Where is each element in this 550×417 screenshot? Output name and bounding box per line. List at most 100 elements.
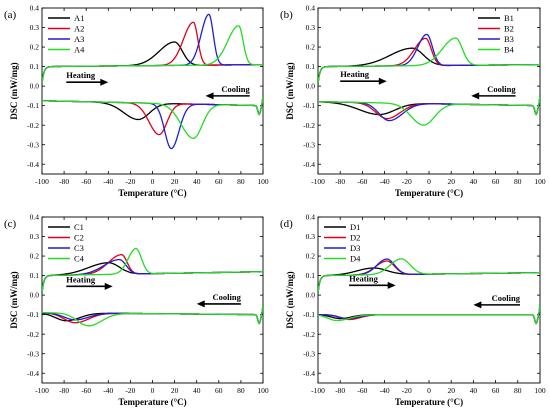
curves	[318, 33, 540, 126]
y-tick-label: 0.1	[30, 62, 40, 71]
y-tick-label: 0.2	[306, 252, 316, 261]
x-tick-label: -40	[103, 386, 113, 395]
y-axis-title: DSC (mW/mg)	[285, 62, 295, 119]
y-tick-label: 0.3	[30, 232, 40, 241]
x-tick-label: -60	[357, 177, 367, 186]
heating-arrow-head	[104, 282, 113, 290]
x-tick-label: 40	[193, 177, 201, 186]
x-tick-label: -80	[59, 177, 69, 186]
heating-arrow-head	[378, 77, 387, 85]
x-tick-label: 60	[215, 177, 223, 186]
x-tick-label: 0	[151, 177, 155, 186]
x-tick-label: 40	[193, 386, 201, 395]
y-tick-label: 0.4	[306, 4, 316, 13]
y-tick-label: -0.4	[27, 160, 39, 169]
heating-label: Heating	[66, 70, 96, 80]
x-tick-label: -40	[380, 386, 390, 395]
x-tick-label: -80	[335, 386, 345, 395]
heating-arrow-head	[387, 281, 396, 289]
x-tick-label: 80	[514, 386, 522, 395]
curves	[42, 13, 263, 150]
legend-label-c1: C1	[74, 222, 84, 232]
cooling-arrow-head	[205, 92, 214, 100]
x-tick-label: -80	[59, 386, 69, 395]
y-tick-label: -0.3	[303, 349, 315, 358]
x-tick-label: -60	[81, 177, 91, 186]
y-tick-label: -0.2	[303, 330, 315, 339]
x-tick-label: 100	[534, 177, 546, 186]
cooling-arrow-head	[196, 300, 205, 308]
legend-label-a2: A2	[74, 24, 84, 34]
x-tick-label: -40	[380, 177, 390, 186]
y-tick-label: 0.3	[306, 23, 316, 32]
y-axis-title: DSC (mW/mg)	[9, 271, 19, 328]
x-tick-label: -20	[125, 177, 135, 186]
series-d4-cooling-line	[318, 302, 540, 325]
x-tick-label: 0	[427, 386, 431, 395]
panel-label: (a)	[4, 9, 17, 21]
y-tick-label: 0.0	[30, 291, 40, 300]
panel-label: (b)	[280, 9, 293, 21]
cooling-label: Cooling	[487, 84, 516, 94]
x-tick-label: 60	[492, 386, 500, 395]
x-tick-label: -100	[35, 177, 49, 186]
x-tick-label: 40	[470, 386, 478, 395]
legend-label-b3: B3	[504, 34, 514, 44]
legend-label-d2: D2	[350, 233, 360, 243]
y-tick-label: -0.2	[27, 121, 39, 130]
y-axis-title: DSC (mW/mg)	[285, 271, 295, 328]
legend-label-d4: D4	[350, 254, 361, 264]
y-tick-label: 0.0	[306, 291, 316, 300]
legend-label-d3: D3	[350, 243, 360, 253]
y-tick-label: -0.2	[27, 330, 39, 339]
x-tick-label: -100	[311, 177, 325, 186]
panel-c: -100 -80 -60 -40 -20 0 20 40 60 80 100 0.4 0.3 0.2 0.1…	[4, 213, 269, 407]
y-tick-label: -0.3	[303, 140, 315, 149]
y-tick-label: -0.4	[27, 369, 39, 378]
y-tick-label: 0.4	[306, 213, 316, 222]
x-tick-label: 100	[257, 177, 269, 186]
y-tick-label: 0.1	[306, 62, 316, 71]
series-d4-heating-line	[318, 258, 540, 294]
y-tick-label: -0.1	[27, 310, 39, 319]
x-tick-label: -40	[103, 177, 113, 186]
x-tick-label: -20	[402, 386, 412, 395]
panel-label: (c)	[4, 218, 17, 230]
x-axis-title: Temperature (°C)	[118, 188, 186, 198]
series-a3-cooling-line	[42, 93, 263, 150]
x-tick-label: 100	[534, 386, 546, 395]
heating-label: Heating	[349, 273, 379, 283]
y-tick-label: -0.3	[27, 349, 39, 358]
x-tick-label: 80	[514, 177, 522, 186]
heating-label: Heating	[340, 69, 370, 79]
curves	[42, 247, 263, 327]
x-tick-label: -80	[335, 177, 345, 186]
legend-label-c4: C4	[74, 254, 85, 264]
legend-label-a3: A3	[74, 34, 84, 44]
panel-d: -100 -80 -60 -40 -20 0 20 40 60 80 100 0.4 0.3 0.2 0.1…	[280, 213, 546, 407]
x-tick-label: 20	[171, 177, 179, 186]
y-tick-label: 0.1	[306, 271, 316, 280]
x-tick-label: 20	[171, 386, 179, 395]
legend-label-d1: D1	[350, 222, 360, 232]
y-tick-label: 0.3	[30, 23, 40, 32]
x-tick-label: -60	[357, 386, 367, 395]
x-axis-title: Temperature (°C)	[395, 397, 463, 407]
y-tick-label: -0.1	[27, 101, 39, 110]
legend-label-c3: C3	[74, 243, 84, 253]
y-tick-label: 0.4	[30, 4, 40, 13]
x-tick-label: 60	[215, 386, 223, 395]
legend-label-a4: A4	[74, 45, 85, 55]
x-tick-label: 20	[447, 177, 455, 186]
series-a4-heating-line	[42, 25, 263, 85]
legend-label-c2: C2	[74, 233, 84, 243]
series-d2-cooling-line	[318, 302, 540, 325]
y-tick-label: 0.2	[306, 43, 316, 52]
x-tick-label: 80	[237, 386, 245, 395]
x-axis-title: Temperature (°C)	[395, 188, 463, 198]
series-a4-cooling-line	[42, 93, 263, 139]
y-tick-label: -0.4	[303, 369, 315, 378]
curves	[318, 258, 540, 325]
cooling-label: Cooling	[213, 292, 242, 302]
